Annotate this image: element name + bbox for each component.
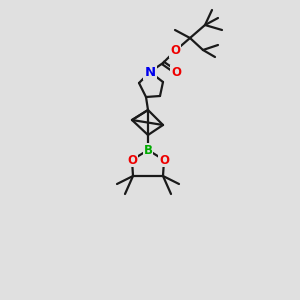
Text: O: O <box>159 154 169 166</box>
Text: N: N <box>144 65 156 79</box>
Text: O: O <box>171 65 181 79</box>
Text: O: O <box>170 44 180 58</box>
Text: B: B <box>143 143 152 157</box>
Text: O: O <box>127 154 137 166</box>
